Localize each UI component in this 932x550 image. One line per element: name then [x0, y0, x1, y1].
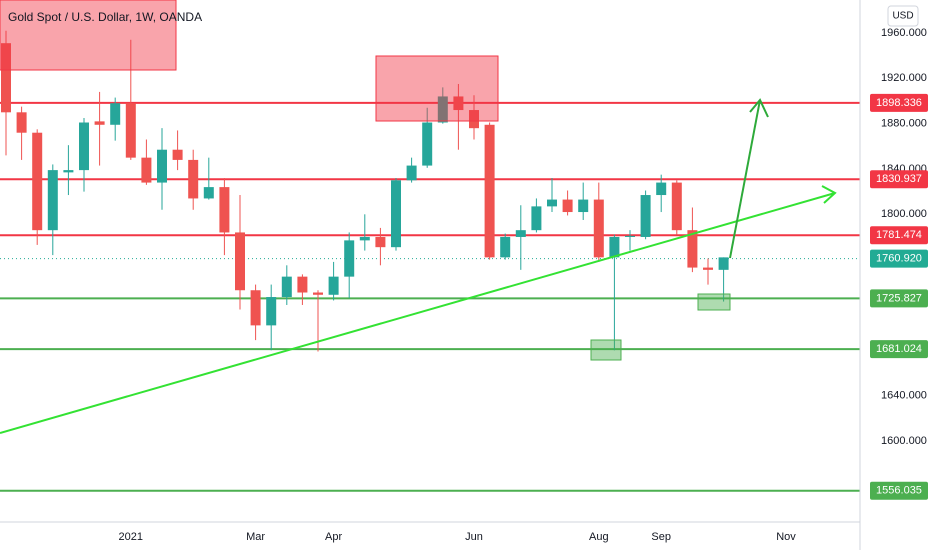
x-tick-label: Nov	[776, 531, 796, 543]
price-label-box	[870, 249, 928, 268]
candle-body	[172, 149, 183, 160]
currency-label[interactable]: USD	[892, 11, 913, 22]
candle-body	[562, 199, 573, 213]
price-label-box	[870, 93, 928, 112]
candle-body	[188, 159, 199, 199]
candle-body	[235, 232, 245, 291]
projection-arrow	[729, 99, 761, 259]
plot-area	[0, 30, 860, 492]
price-label-box	[870, 170, 928, 189]
axis-labels: 1960.0001920.0001880.0001840.0001800.000…	[119, 27, 928, 543]
x-tick-label: Jun	[465, 531, 483, 543]
candle-body	[687, 230, 698, 268]
supply-zone	[375, 55, 499, 122]
arrow-head	[749, 98, 769, 118]
demand-zone	[590, 339, 622, 361]
candle-body	[313, 292, 323, 295]
x-tick-label: Apr	[325, 531, 342, 543]
trend-line	[0, 192, 836, 434]
candle-body	[157, 149, 167, 183]
y-tick-label: 1920.000	[881, 72, 927, 84]
candle-body	[625, 235, 635, 237]
price-label: 1681.024	[876, 343, 922, 355]
candle-body	[125, 103, 136, 158]
supply-zone	[0, 0, 177, 71]
candle-body	[609, 236, 620, 258]
candle-body	[547, 199, 557, 207]
price-label: 1760.920	[876, 253, 922, 265]
y-tick-label: 1800.000	[881, 208, 927, 220]
price-label: 1781.474	[876, 229, 922, 241]
candle-body	[250, 290, 261, 326]
candle-body	[640, 195, 651, 237]
candle-body	[531, 206, 542, 231]
candle-body	[266, 297, 277, 326]
x-tick-label: Aug	[589, 531, 609, 543]
candle-body	[328, 276, 339, 295]
price-label-box	[870, 340, 928, 359]
candle-body	[359, 236, 370, 241]
candle-body	[79, 122, 89, 171]
candle-body	[500, 236, 511, 258]
arrow-head	[821, 185, 837, 204]
candle-body	[406, 165, 417, 181]
chart-title: Gold Spot / U.S. Dollar, 1W, OANDA	[8, 10, 202, 24]
candle-body	[593, 199, 604, 258]
candle-body	[671, 182, 682, 231]
y-tick-label: 1600.000	[881, 435, 927, 447]
candle-body	[219, 187, 230, 233]
price-label-box	[870, 481, 928, 500]
candle-body	[469, 110, 479, 129]
candle-body	[1, 43, 11, 113]
price-label: 1725.827	[876, 292, 922, 304]
candle-body	[453, 96, 464, 111]
candle-body	[94, 121, 105, 125]
demand-zone	[697, 293, 731, 311]
candle-body	[344, 240, 355, 277]
candle-body	[718, 257, 729, 270]
candle-body	[63, 170, 74, 173]
x-tick-label: 2021	[119, 531, 143, 543]
candle-body	[578, 199, 589, 213]
candle-body	[422, 122, 433, 166]
candle-body	[47, 170, 58, 231]
candle-body	[375, 236, 386, 248]
candle-body	[32, 132, 43, 231]
candle-body	[281, 276, 292, 298]
price-label: 1556.035	[876, 485, 922, 497]
candle-body	[16, 112, 27, 133]
price-label: 1898.336	[876, 97, 922, 109]
price-label-box	[870, 289, 928, 308]
candle-body	[391, 180, 401, 248]
price-label-box	[870, 226, 928, 245]
y-tick-label: 1880.000	[881, 118, 927, 130]
candle-body	[110, 103, 121, 125]
price-label: 1830.937	[876, 173, 922, 185]
candle-body	[703, 267, 713, 270]
candle-body	[484, 124, 495, 258]
x-tick-label: Mar	[246, 531, 265, 543]
candle-body	[656, 182, 667, 196]
y-tick-label: 1960.000	[881, 27, 927, 39]
x-tick-label: Sep	[651, 531, 671, 543]
candle-body	[141, 157, 152, 183]
y-tick-label: 1640.000	[881, 390, 927, 402]
candle-body	[437, 96, 448, 123]
candle-body	[203, 187, 214, 199]
candle-body	[297, 276, 308, 293]
currency-button[interactable]	[887, 5, 919, 27]
candle-body	[515, 230, 526, 237]
